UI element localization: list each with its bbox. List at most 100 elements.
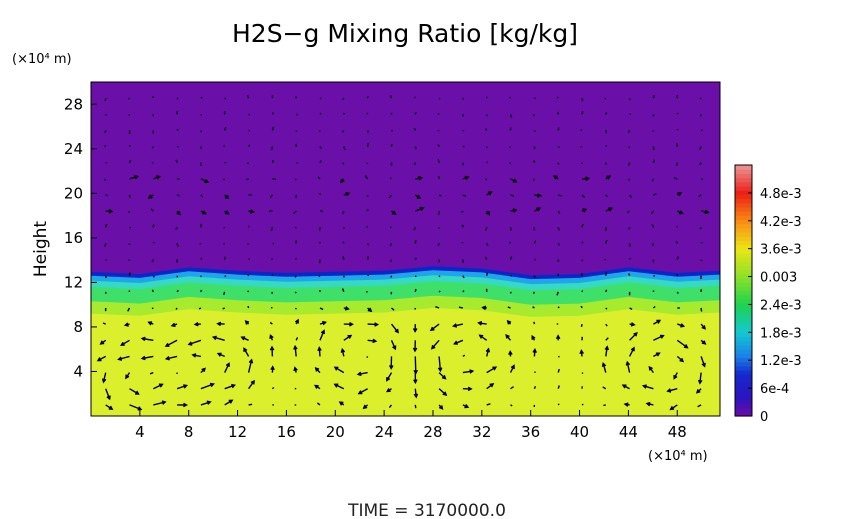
wind-vector <box>294 95 297 99</box>
colorbar-segment <box>735 344 752 350</box>
wind-vector <box>224 362 230 373</box>
wind-vector <box>317 346 322 357</box>
wind-vector <box>102 322 106 325</box>
wind-vector <box>673 372 678 380</box>
wind-vector <box>581 111 584 115</box>
wind-vector <box>338 401 345 406</box>
colorbar-segment <box>735 173 752 179</box>
wind-vector <box>223 226 226 229</box>
colorbar-segment <box>735 273 752 279</box>
wind-vector <box>123 322 130 327</box>
wind-vector <box>293 366 298 373</box>
wind-vector <box>437 176 440 180</box>
wind-vector <box>438 404 444 410</box>
colorbar-label: 4.8e-3 <box>760 187 802 202</box>
wind-vector <box>653 352 661 358</box>
wind-vector <box>187 339 202 346</box>
wind-vector <box>414 146 417 150</box>
wind-vector <box>628 146 631 149</box>
wind-vector <box>342 241 345 244</box>
wind-vector <box>676 355 685 363</box>
wind-vector <box>437 210 440 215</box>
plot-frame <box>90 81 721 417</box>
wind-vector <box>462 97 465 100</box>
colorbar-segment <box>735 336 752 342</box>
wind-vector <box>533 130 536 132</box>
wind-vector <box>438 290 441 293</box>
wind-vector <box>105 404 114 411</box>
wind-vector <box>460 210 464 214</box>
colorbar-segment <box>735 332 752 338</box>
x-tick-label: 8 <box>184 423 194 441</box>
colorbar-segment <box>735 257 752 262</box>
wind-vector <box>149 371 154 375</box>
colorbar-segment <box>735 236 752 241</box>
wind-vector <box>700 323 706 330</box>
wind-vector <box>147 321 154 326</box>
wind-vector <box>604 345 610 357</box>
wind-vector <box>580 305 583 309</box>
wind-vector <box>105 223 108 228</box>
wind-vector <box>388 194 393 199</box>
colorbar-segment <box>735 361 752 367</box>
x-tick-label: 40 <box>570 423 589 441</box>
wind-vector <box>652 95 655 99</box>
wind-vector <box>437 159 440 163</box>
wind-vector <box>415 175 424 181</box>
wind-vector <box>128 259 130 262</box>
wind-vector <box>676 225 678 228</box>
wind-vector <box>509 96 512 99</box>
wind-vector <box>415 206 425 212</box>
wind-vector <box>532 306 535 309</box>
wind-vector <box>438 194 442 197</box>
wind-vector <box>605 130 608 134</box>
wind-vector <box>533 385 537 389</box>
wind-vector <box>247 243 250 246</box>
wind-vector <box>390 340 397 351</box>
wind-vector <box>248 129 251 132</box>
colorbar-segment <box>735 378 752 384</box>
wind-vector <box>294 226 297 229</box>
wind-vector <box>510 178 518 183</box>
wind-vector <box>343 146 346 151</box>
wind-vector <box>105 258 108 261</box>
wind-vector <box>152 275 155 278</box>
colorbar-segment <box>735 282 752 287</box>
wind-vector <box>367 274 370 277</box>
wind-vector <box>676 128 679 131</box>
wind-vector <box>319 97 322 100</box>
colorbar-label: 3.6e-3 <box>760 243 802 258</box>
wind-vector <box>673 177 678 180</box>
wind-vector <box>602 386 607 390</box>
wind-vector <box>485 128 488 131</box>
wind-vector <box>99 339 107 345</box>
wind-vector <box>533 321 536 325</box>
wind-vector <box>557 403 560 406</box>
x-tick-label: 4 <box>135 423 145 441</box>
wind-vector <box>462 369 475 374</box>
wind-vector <box>557 194 562 197</box>
wind-vector <box>697 404 702 408</box>
colorbar-segment <box>735 261 752 266</box>
wind-vector <box>191 353 202 358</box>
wind-vector <box>477 321 487 326</box>
wind-vector <box>147 194 154 199</box>
wind-vector <box>176 128 179 131</box>
wind-vector <box>462 386 473 392</box>
colorbar-segment <box>735 303 752 308</box>
wind-vector <box>247 305 250 309</box>
colorbar-label: 4.2e-3 <box>760 215 802 230</box>
wind-vector <box>462 259 465 264</box>
wind-vector <box>367 322 380 327</box>
wind-vector <box>462 275 465 279</box>
wind-vector <box>342 210 345 215</box>
wind-vector <box>129 388 140 395</box>
wind-vector <box>509 241 512 244</box>
wind-vector <box>581 241 584 244</box>
wind-vector <box>650 210 654 215</box>
y-tick-label: 24 <box>64 140 83 158</box>
wind-vector <box>509 256 513 260</box>
wind-vector <box>176 194 180 197</box>
wind-vector <box>414 257 417 260</box>
wind-vector <box>388 356 394 370</box>
